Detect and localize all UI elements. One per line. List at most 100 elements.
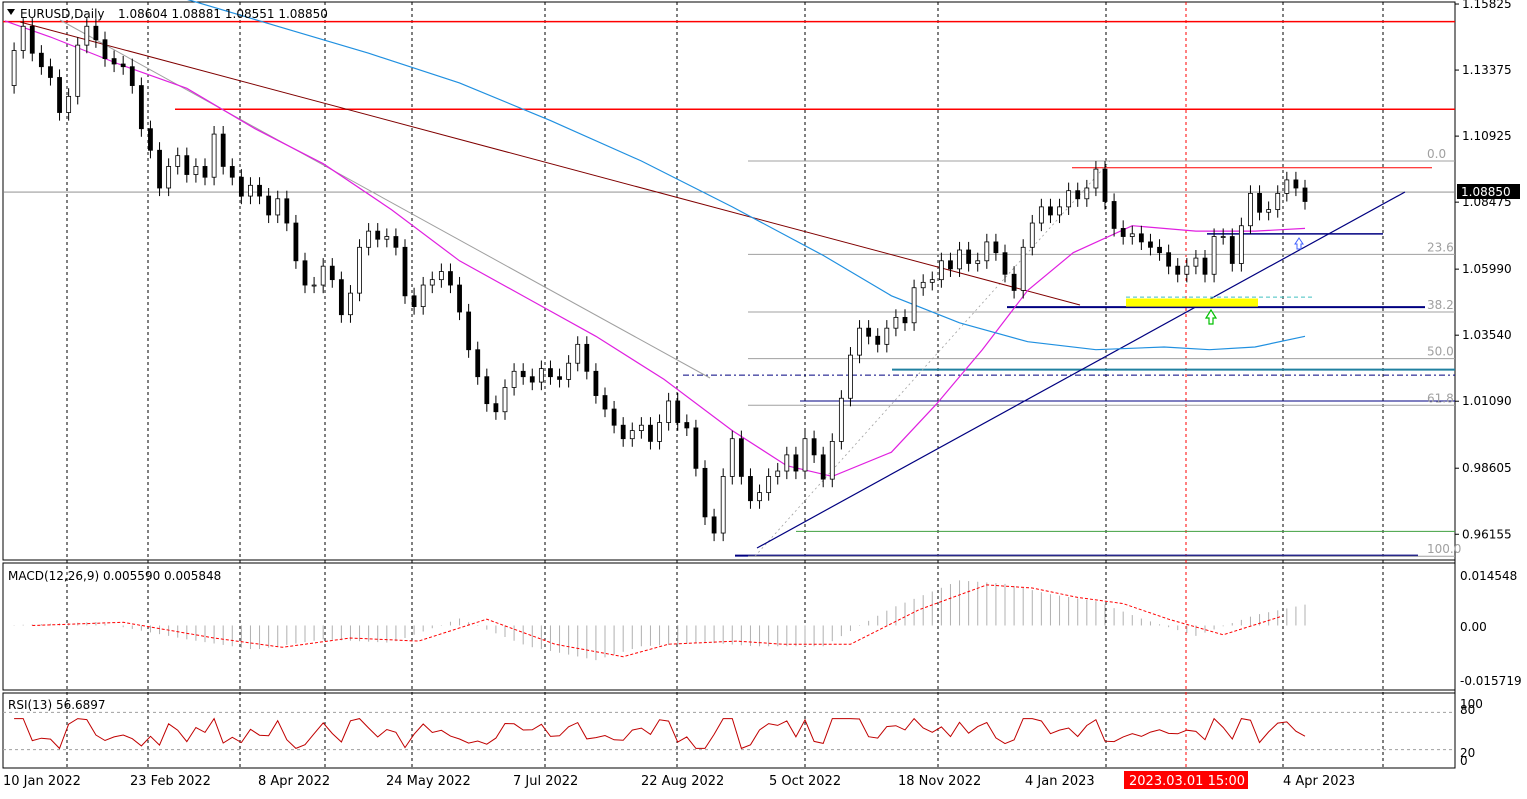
- candle-body: [1257, 192, 1262, 213]
- candle-body: [1193, 257, 1199, 267]
- candle-body: [593, 370, 599, 396]
- candle-body: [784, 454, 790, 472]
- candle-body: [1302, 187, 1308, 202]
- candle-body: [1075, 190, 1081, 200]
- candle-body: [311, 284, 317, 287]
- candle-body: [1166, 252, 1172, 267]
- candle-body: [802, 438, 808, 472]
- candle-body: [848, 354, 853, 399]
- candle-body: [257, 184, 262, 197]
- candle-body: [638, 424, 644, 432]
- candle-body: [1184, 265, 1190, 275]
- candle-body: [966, 249, 972, 264]
- candle-body: [66, 95, 72, 113]
- candle-body: [1202, 257, 1208, 275]
- candle-body: [1084, 187, 1090, 200]
- candle-body: [366, 230, 372, 248]
- candle-body: [711, 516, 717, 534]
- macd-axis-max: 0.014548: [1460, 569, 1517, 583]
- candle-body: [1138, 233, 1144, 243]
- candle-body: [584, 343, 590, 372]
- candle-body: [75, 44, 81, 97]
- candle-body: [629, 430, 635, 440]
- candle-body: [748, 476, 753, 502]
- trend-lines: [19, 19, 1406, 549]
- price-tick-label: 1.08475: [1462, 195, 1512, 209]
- candle-body: [675, 400, 681, 423]
- candle-body: [911, 287, 917, 324]
- candle-body: [284, 198, 290, 224]
- candle-body: [448, 271, 453, 286]
- price-tick-label: 1.05990: [1462, 262, 1512, 276]
- downtrend-line: [19, 21, 1081, 306]
- candle-body: [620, 424, 626, 440]
- candle-body: [48, 66, 53, 78]
- fib-level-label: 38.2: [1427, 298, 1454, 312]
- candle-body: [1120, 228, 1126, 237]
- candle-body: [766, 476, 772, 494]
- candle-body: [184, 155, 190, 175]
- candle-body: [984, 241, 990, 262]
- candle-body: [93, 25, 99, 41]
- uptrend-line: [756, 191, 1406, 549]
- candle-body: [566, 362, 572, 380]
- macd-panel[interactable]: [2, 562, 1456, 691]
- candle-body: [975, 260, 981, 264]
- candle-body: [293, 222, 299, 262]
- candle-body: [1266, 209, 1272, 213]
- candle-body: [884, 327, 890, 345]
- candle-body: [38, 52, 44, 68]
- rsi-panel[interactable]: [2, 692, 1456, 769]
- candle-body: [866, 327, 872, 337]
- candle-body: [1102, 168, 1108, 202]
- candle-body: [402, 246, 408, 297]
- ohlc-label: 1.08604 1.08881 1.08551 1.08850: [118, 7, 328, 21]
- time-tick-label: 18 Nov 2022: [898, 774, 981, 789]
- time-axis: 10 Jan 2022 23 Feb 2022 8 Apr 2022 24 May 2…: [3, 774, 1355, 789]
- macd-axis-zero: 0.00: [1460, 620, 1487, 634]
- candle-body: [384, 236, 390, 240]
- candle-body: [520, 370, 526, 378]
- price-panel[interactable]: [2, 1, 1456, 561]
- candle-body: [357, 246, 362, 294]
- rsi-line: [14, 717, 1306, 750]
- price-tick-label: 1.03540: [1462, 328, 1512, 342]
- candle-body: [220, 133, 226, 167]
- time-tick-label: 4 Apr 2023: [1283, 774, 1355, 789]
- candle-body: [511, 370, 517, 388]
- candle-body: [575, 343, 581, 364]
- candle-body: [820, 454, 826, 480]
- candle-body: [829, 440, 835, 480]
- candle-body: [84, 25, 90, 46]
- candle-body: [129, 66, 135, 86]
- signal-arrows: [1204, 237, 1304, 325]
- candle-body: [729, 438, 735, 477]
- candle-body: [111, 58, 117, 65]
- candle-body: [29, 25, 35, 54]
- candle-body: [702, 467, 708, 518]
- fibonacci-retracement: 0.0 23.6 38.2 50.0 61.8 100.0: [748, 147, 1461, 557]
- candle-body: [1211, 236, 1217, 275]
- rsi-indicator: [3, 711, 1455, 751]
- candle-body: [484, 376, 490, 405]
- triangle-down-icon[interactable]: [7, 9, 15, 15]
- candle-body: [1157, 246, 1162, 254]
- candle-body: [902, 316, 908, 324]
- candle-body: [666, 400, 672, 423]
- candle-body: [1293, 179, 1299, 189]
- candle-body: [1038, 206, 1044, 224]
- candle-body: [920, 281, 926, 289]
- candle-body: [1020, 246, 1026, 291]
- candle-body: [538, 368, 544, 383]
- time-tick-label: 24 May 2022: [386, 774, 471, 789]
- candle-body: [1275, 192, 1281, 210]
- fib-level-label: 23.6: [1427, 240, 1454, 254]
- time-tick-label: 10 Jan 2022: [3, 774, 81, 789]
- time-tick-label: 5 Oct 2022: [769, 774, 841, 789]
- candle-body: [348, 292, 353, 316]
- price-tick-label: 0.98605: [1462, 461, 1512, 475]
- candle-body: [757, 492, 762, 502]
- candle-body: [229, 166, 235, 178]
